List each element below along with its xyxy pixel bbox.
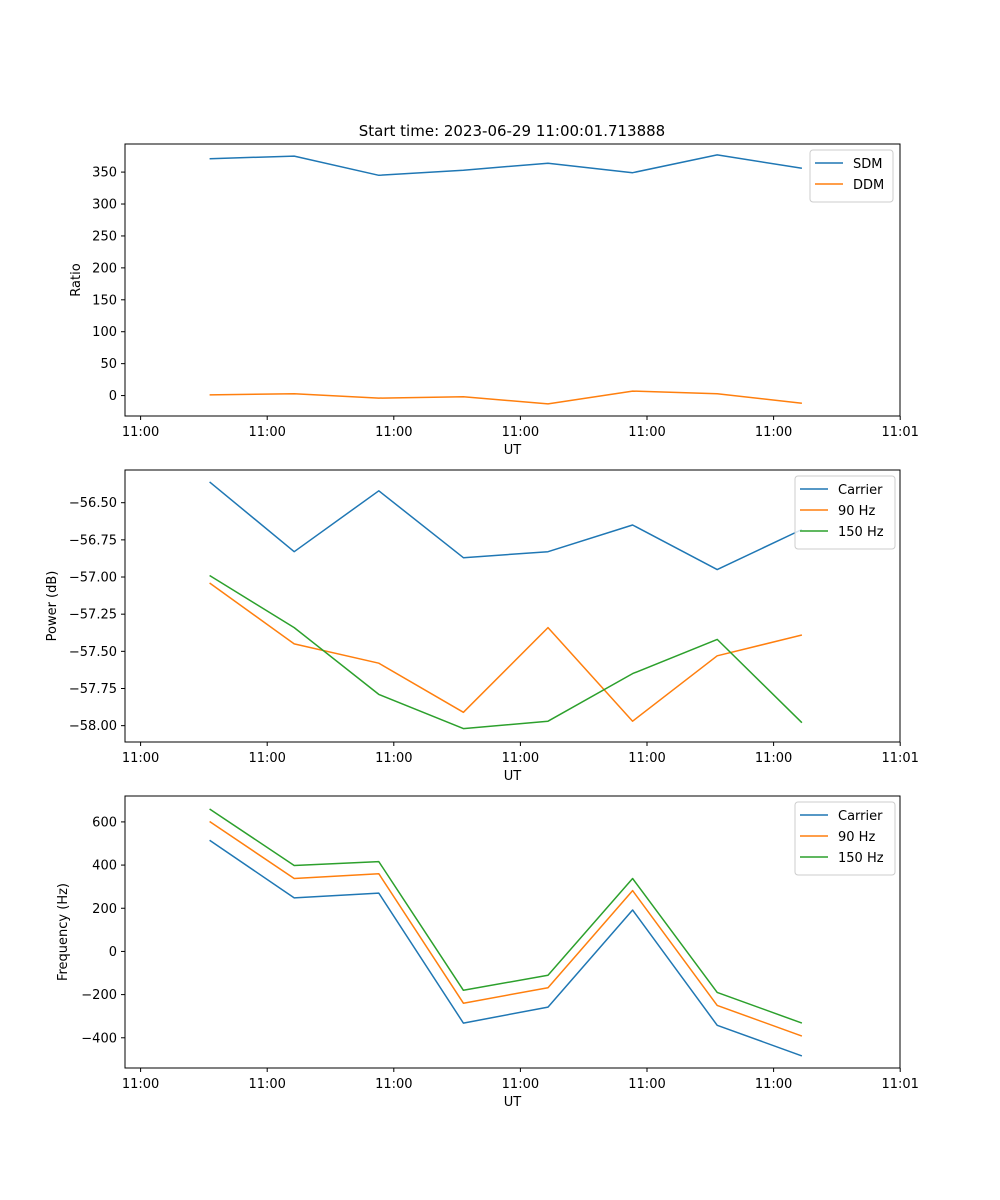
axes-frame — [124, 795, 901, 1069]
legend: Carrier 90 Hz 150 Hz — [794, 475, 896, 550]
y-tick-label: 200 — [92, 902, 117, 917]
x-tick-label: 11:00 — [755, 751, 792, 766]
x-tick-label: 11:00 — [248, 751, 285, 766]
legend-label: 150 Hz — [838, 525, 884, 540]
x-tick-label: 11:00 — [628, 751, 665, 766]
series-line-150-hz — [209, 574, 803, 730]
figure-title: Start time: 2023-06-29 11:00:01.713888 — [359, 122, 665, 140]
y-tick-label: −57.00 — [69, 571, 117, 586]
axes-frame — [124, 469, 901, 743]
x-tick-label: 11:01 — [881, 425, 918, 440]
y-tick-label: −58.00 — [69, 719, 117, 734]
y-tick-label: 250 — [92, 229, 117, 244]
y-tick-label: 0 — [109, 945, 117, 960]
y-tick-label: 0 — [109, 389, 117, 404]
y-tick-label: 350 — [92, 166, 117, 181]
legend-label: Carrier — [838, 483, 883, 498]
y-axis-label: Frequency (Hz) — [56, 883, 71, 981]
x-tick-label: 11:00 — [122, 1077, 159, 1092]
panel-2: 11:00 11:00 11:00 11:00 11:00 11:00 11:01 −58.0… — [45, 469, 919, 784]
legend: Carrier 90 Hz 150 Hz — [794, 801, 896, 876]
y-tick-label: −57.50 — [69, 645, 117, 660]
legend: SDM DDM — [809, 149, 894, 203]
legend-label: Carrier — [838, 809, 883, 824]
y-tick-label: 300 — [92, 198, 117, 213]
x-axis-label: UT — [504, 1095, 522, 1110]
x-axis-label: UT — [504, 769, 522, 784]
y-tick-label: 150 — [92, 293, 117, 308]
series-line-carrier — [209, 839, 803, 1057]
y-axis-label: Ratio — [69, 263, 84, 296]
legend-label: SDM — [853, 157, 882, 172]
series-line-90-hz — [209, 582, 803, 722]
x-tick-label: 11:00 — [755, 1077, 792, 1092]
x-tick-label: 11:00 — [122, 751, 159, 766]
x-tick-label: 11:00 — [628, 1077, 665, 1092]
y-axis-label: Power (dB) — [45, 571, 60, 642]
x-tick-label: 11:00 — [502, 751, 539, 766]
y-tick-label: 200 — [92, 261, 117, 276]
y-tick-label: −400 — [81, 1031, 117, 1046]
x-tick-label: 11:00 — [375, 751, 412, 766]
x-tick-label: 11:00 — [122, 425, 159, 440]
x-tick-label: 11:00 — [248, 1077, 285, 1092]
y-tick-label: 600 — [92, 815, 117, 830]
y-tick-label: 400 — [92, 859, 117, 874]
series-line-ddm — [209, 390, 802, 405]
legend-label: DDM — [853, 178, 884, 193]
y-tick-label: −200 — [81, 988, 117, 1003]
legend-label: 90 Hz — [838, 504, 875, 519]
panel-1: 11:00 11:00 11:00 11:00 11:00 11:00 11:01 0 50 10… — [69, 143, 919, 458]
x-tick-label: 11:00 — [755, 425, 792, 440]
y-tick-label: 50 — [100, 357, 117, 372]
series-line-carrier — [209, 481, 803, 571]
series-line-90-hz — [209, 820, 803, 1037]
x-tick-label: 11:00 — [628, 425, 665, 440]
panels: 11:00 11:00 11:00 11:00 11:00 11:00 11:01 0 50 10… — [45, 143, 919, 1110]
x-tick-label: 11:00 — [375, 1077, 412, 1092]
series-line-150-hz — [209, 808, 803, 1024]
series-line-sdm — [209, 154, 803, 177]
y-tick-label: −57.25 — [69, 608, 117, 623]
legend-label: 90 Hz — [838, 830, 875, 845]
x-tick-label: 11:00 — [375, 425, 412, 440]
x-tick-label: 11:00 — [248, 425, 285, 440]
x-tick-label: 11:01 — [881, 751, 918, 766]
x-tick-label: 11:00 — [502, 1077, 539, 1092]
panel-3: 11:00 11:00 11:00 11:00 11:00 11:00 11:01 −400 −… — [56, 795, 919, 1110]
x-tick-label: 11:00 — [502, 425, 539, 440]
y-tick-label: −56.50 — [69, 496, 117, 511]
x-tick-label: 11:01 — [881, 1077, 918, 1092]
x-axis-label: UT — [504, 443, 522, 458]
y-tick-label: 100 — [92, 325, 117, 340]
legend-label: 150 Hz — [838, 851, 884, 866]
y-tick-label: −56.75 — [69, 533, 117, 548]
axes-frame — [124, 143, 901, 417]
y-tick-label: −57.75 — [69, 682, 117, 697]
